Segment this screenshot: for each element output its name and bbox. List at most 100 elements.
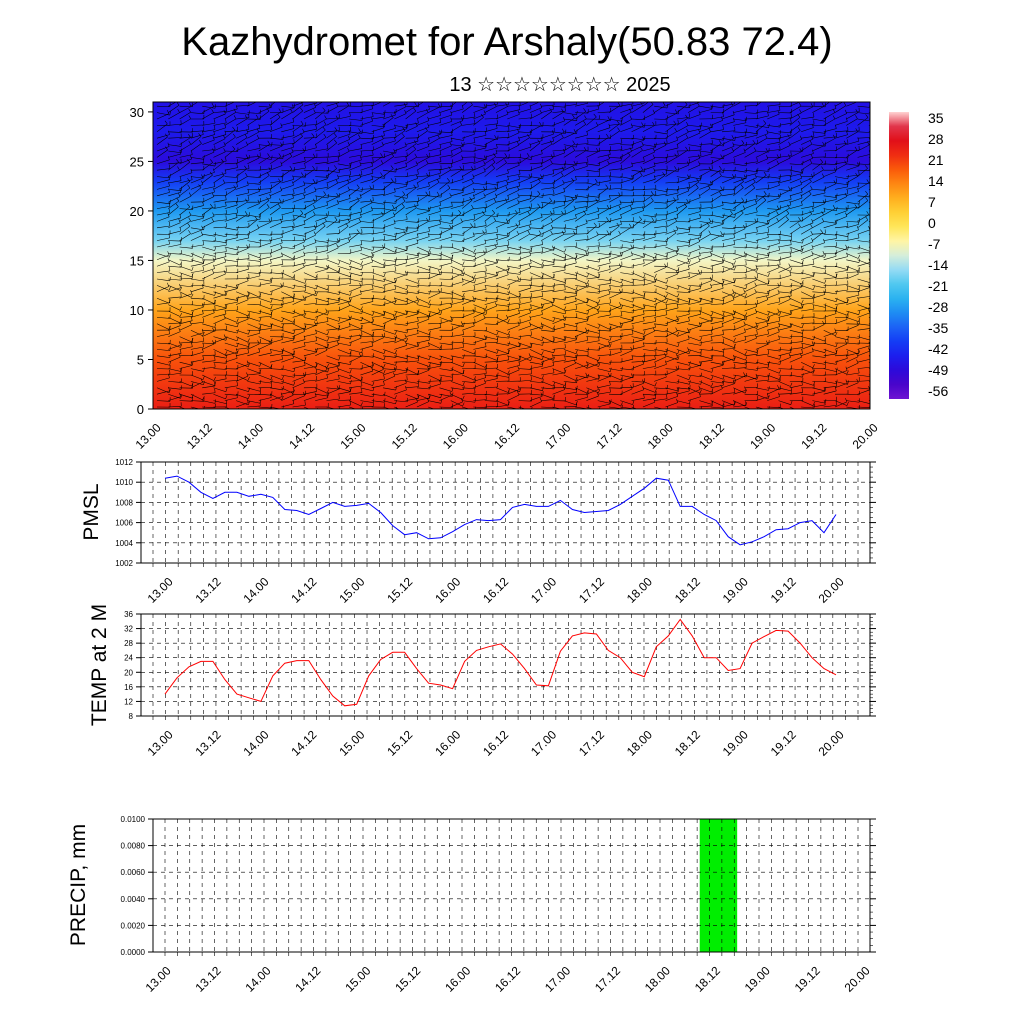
wind-barb: [688, 323, 701, 327]
wind-barb-flag: [336, 244, 339, 249]
wind-barb-flag: [526, 152, 530, 157]
wind-barb: [382, 278, 396, 284]
wind-barb-flag: [881, 351, 883, 355]
wind-barb: [868, 169, 870, 171]
wind-barb-flag: [697, 269, 701, 274]
wind-barb: [315, 176, 329, 178]
wind-barb: [258, 156, 270, 165]
wind-barb: [654, 225, 668, 229]
wind-barb: [812, 391, 826, 395]
wind-barb-flag: [315, 336, 317, 341]
wind-barb: [529, 349, 542, 356]
wind-barb: [868, 240, 870, 241]
wind-barb: [156, 317, 170, 319]
wind-barb: [348, 374, 361, 381]
wind-barb: [868, 246, 870, 248]
wind-barb-flag: [473, 215, 476, 220]
wind-barb: [495, 244, 509, 248]
wind-barb-flag: [518, 175, 520, 180]
wind-barb-flag: [439, 323, 442, 328]
wind-barb-flag: [719, 191, 722, 196]
wind-barb: [281, 349, 294, 355]
wind-barb: [507, 213, 518, 222]
wind-barb-flag: [244, 165, 247, 170]
wind-barb-flag: [698, 161, 701, 166]
wind-barb-flag: [708, 217, 712, 222]
wind-barb-flag: [248, 330, 250, 335]
wind-barb: [439, 374, 453, 378]
wind-barb-flag: [394, 349, 397, 354]
wind-barb: [326, 389, 339, 395]
chart-subtitle: 13 ☆☆☆☆☆☆☆☆ 2025: [449, 74, 670, 96]
wind-barb: [382, 317, 396, 321]
wind-barb: [541, 249, 554, 254]
wind-barb-flag: [740, 184, 744, 188]
wind-barb: [281, 179, 294, 184]
wind-barb: [608, 217, 622, 222]
wind-barb-flag: [213, 182, 216, 187]
wind-barb: [642, 401, 656, 408]
wind-barb: [326, 196, 339, 203]
wind-barb: [665, 169, 679, 172]
wind-barb: [382, 329, 396, 335]
wind-barb: [337, 179, 351, 184]
wind-barb: [326, 219, 338, 229]
wind-barb-flag: [866, 211, 869, 215]
wind-barb: [518, 224, 532, 229]
wind-barb: [360, 210, 373, 216]
wind-barb: [812, 254, 825, 261]
wind-barb: [507, 365, 520, 369]
wind-barb-flag: [811, 237, 814, 242]
wind-barb: [800, 222, 814, 229]
wind-barb: [552, 231, 566, 235]
wind-barb: [857, 358, 870, 363]
wind-barb: [213, 393, 226, 400]
wind-barb-flag: [689, 252, 691, 257]
wind-barb: [405, 262, 419, 267]
wind-barb-flag: [179, 261, 183, 266]
wind-barb: [710, 223, 724, 229]
wind-barb: [349, 334, 363, 337]
wind-barb-flag: [745, 356, 748, 361]
wind-barb: [518, 255, 531, 261]
wind-barb: [348, 400, 362, 407]
wind-barb: [269, 286, 283, 293]
wind-barb: [484, 188, 498, 190]
wind-barb: [495, 259, 509, 262]
wind-barb-flag: [801, 280, 804, 285]
wind-barb: [597, 289, 611, 293]
wind-barb-flag: [504, 153, 508, 157]
wind-barb: [518, 198, 532, 203]
wind-barb-flag: [203, 276, 205, 282]
wind-barb: [642, 349, 656, 352]
wind-barb-flag: [485, 335, 488, 340]
wind-barb: [473, 207, 487, 209]
wind-barb: [834, 310, 848, 316]
wind-barb: [292, 393, 306, 396]
wind-barb: [348, 304, 362, 311]
wind-barb-flag: [802, 304, 804, 309]
wind-barb: [247, 351, 260, 357]
wind-barb: [371, 215, 384, 222]
wind-barb: [190, 187, 202, 197]
wind-barb-flag: [268, 218, 271, 223]
wind-barb: [394, 329, 408, 334]
wind-barb: [586, 265, 599, 271]
wind-barb: [236, 402, 249, 408]
wind-barb: [744, 303, 758, 305]
wind-barb-flag: [384, 284, 386, 289]
wind-barb: [642, 194, 656, 197]
wind-barb: [484, 168, 495, 177]
wind-barb: [269, 381, 283, 384]
wind-barb: [495, 249, 509, 254]
wind-barb: [349, 380, 363, 382]
wind-barb: [676, 162, 690, 165]
wind-barb: [789, 406, 796, 409]
wind-barb-flag: [222, 179, 226, 184]
wind-barb: [303, 182, 317, 184]
wind-barb: [213, 400, 227, 404]
wind-barb-flag: [462, 402, 465, 407]
wind-barb-flag: [519, 355, 522, 360]
wind-barb-flag: [835, 305, 838, 310]
